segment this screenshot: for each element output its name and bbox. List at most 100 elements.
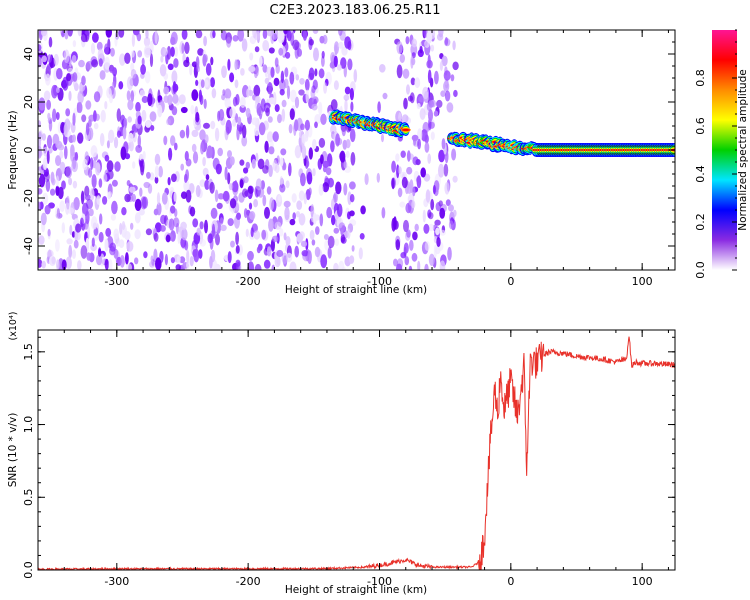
spectrogram-noise-cell <box>411 134 419 142</box>
spectrogram-noise-cell <box>430 131 435 141</box>
spectrogram-noise-cell <box>56 87 60 94</box>
spectrogram-xtick-label: 100 <box>632 275 653 288</box>
spectrogram-noise-cell <box>347 191 352 205</box>
spectrogram-noise-cell <box>294 145 302 159</box>
spectrogram-noise-cell <box>77 260 82 270</box>
spectrogram-noise-cell <box>445 199 451 207</box>
spectrogram-noise-cell <box>435 227 440 236</box>
spectrogram-noise-cell <box>108 93 114 104</box>
spectrogram-noise-cell <box>141 109 147 122</box>
spectrogram-noise-cell <box>108 259 113 270</box>
spectrogram-noise-cell <box>279 228 284 237</box>
spectrogram-noise-cell <box>104 238 109 252</box>
spectrogram-noise-cell <box>225 119 232 134</box>
spectrogram-noise-cell <box>396 64 403 79</box>
spectrogram-noise-cell <box>61 259 67 270</box>
spectrogram-noise-cell <box>200 79 205 88</box>
spectrogram-noise-cell <box>411 252 418 262</box>
spectrogram-noise-cell <box>46 99 51 110</box>
spectrogram-noise-cell <box>424 142 430 153</box>
spectrogram-noise-cell <box>38 97 46 111</box>
spectrogram-noise-cell <box>168 147 173 161</box>
spectrogram-xtick-label: -300 <box>104 275 129 288</box>
spectrogram-noise-cell <box>184 150 189 162</box>
snr-xtick-label: -300 <box>104 575 129 588</box>
spectrogram-noise-cell <box>42 192 49 205</box>
spectrogram-noise-cell <box>264 77 270 85</box>
spectrogram-noise-cell <box>116 108 122 122</box>
spectrogram-noise-cell <box>379 64 386 73</box>
spectrogram-noise-cell <box>195 79 199 86</box>
spectrogram-noise-cell <box>180 221 187 231</box>
spectrogram-noise-cell <box>61 222 65 234</box>
spectrogram-noise-cell <box>444 37 449 46</box>
spectrogram-noise-cell <box>349 181 356 190</box>
spectrogram-noise-cell <box>414 223 419 232</box>
spectrogram-noise-cell <box>452 61 459 71</box>
snr-ytick-label: 0.5 <box>22 489 35 507</box>
spectrogram-noise-cell <box>253 84 261 97</box>
spectrogram-noise-cell <box>38 188 43 195</box>
spectrogram-noise-cell <box>59 150 64 159</box>
spectrogram-noise-cell <box>341 46 348 56</box>
spectrogram-noise-cell <box>268 218 274 232</box>
spectrogram-noise-cell <box>50 188 56 196</box>
spectrogram-noise-cell <box>163 95 169 103</box>
spectrogram-noise-cell <box>443 163 449 177</box>
snr-multiplier: (x10⁴) <box>8 312 19 341</box>
spectrogram-ytick-label: 20 <box>22 95 35 109</box>
spectrogram-noise-cell <box>183 179 190 192</box>
spectrogram-noise-cell <box>127 99 134 111</box>
spectrogram-noise-cell <box>349 87 354 101</box>
spectrogram-noise-cell <box>59 161 66 175</box>
colorbar-tick-label: 0.2 <box>694 213 707 231</box>
spectrogram-noise-cell <box>312 139 317 150</box>
spectrogram-noise-cell <box>67 67 74 75</box>
spectrogram-noise-cell <box>293 123 297 136</box>
spectrogram-noise-cell <box>414 77 421 89</box>
spectrogram-noise-cell <box>239 126 243 135</box>
spectrogram-noise-cell <box>412 156 419 166</box>
spectrogram-noise-cell <box>108 129 115 143</box>
spectrogram-xtick-label: -100 <box>367 275 392 288</box>
spectrogram-noise-cell <box>55 140 63 149</box>
snr-ytick-label: 0.0 <box>22 561 35 579</box>
spectrogram-noise-cell <box>304 78 310 91</box>
spectrogram-noise-cell <box>432 184 436 195</box>
spectrogram-noise-cell <box>96 195 101 205</box>
spectrogram-noise-cell <box>116 130 122 138</box>
spectrogram-noise-cell <box>181 30 188 40</box>
spectrogram-noise-cell <box>179 129 186 139</box>
spectrogram-noise-cell <box>195 30 203 39</box>
spectrogram-noise-cell <box>353 69 358 83</box>
spectrogram-noise-cell <box>96 41 103 51</box>
spectrogram-noise-cell <box>349 255 355 264</box>
spectrogram-noise-cell <box>86 252 91 261</box>
spectrogram-noise-cell <box>132 131 137 143</box>
spectrogram-noise-cell <box>110 213 116 221</box>
spectrogram-noise-cell <box>400 150 406 158</box>
spectrogram-noise-cell <box>403 219 409 233</box>
spectrogram-noise-cell <box>274 104 280 113</box>
spectrogram-noise-cell <box>66 73 72 82</box>
spectrogram-noise-cell <box>406 150 411 162</box>
spectrogram-noise-cell <box>139 87 144 98</box>
spectrogram-noise-cell <box>381 133 384 143</box>
spectrogram-noise-cell <box>46 150 50 164</box>
spectrogram-noise-cell <box>157 89 161 104</box>
spectrogram-noise-cell <box>247 185 254 194</box>
spectrogram-noise-cell <box>155 257 162 270</box>
spectrogram-noise-cell <box>434 219 441 226</box>
spectrogram-noise-cell <box>350 101 354 112</box>
spectrogram-noise-cell <box>435 202 441 212</box>
spectrogram-noise-cell <box>416 102 421 110</box>
spectrogram-noise-cell <box>80 190 85 205</box>
figure-title: C2E3.2023.183.06.25.R11 <box>269 3 440 18</box>
spectrogram-noise-cell <box>335 181 342 195</box>
spectrogram-noise-cell <box>428 212 434 220</box>
spectrogram-noise-cell <box>307 250 312 264</box>
spectrogram-noise-cell <box>51 177 56 186</box>
spectrogram-noise-cell <box>158 165 164 178</box>
spectrogram-noise-cell <box>130 50 135 58</box>
spectrogram-noise-cell <box>192 151 199 164</box>
